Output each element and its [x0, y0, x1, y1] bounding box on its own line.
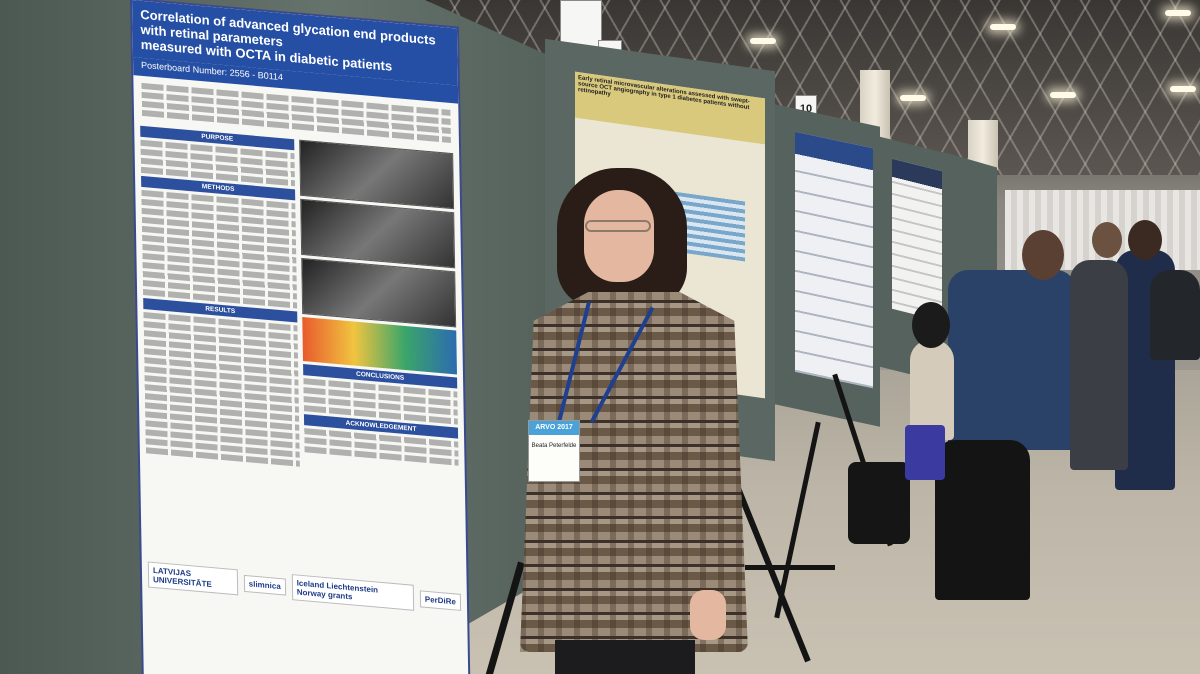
- logo-norway-grants: Iceland Liechtenstein Norway grants: [291, 574, 415, 611]
- attendee-backpack: [1150, 270, 1200, 360]
- attendee-head: [1022, 230, 1064, 280]
- attendee-head: [1128, 220, 1162, 260]
- presenter-face: [584, 190, 654, 282]
- poster-logos: LATVIJAS UNIVERSITĀTE slimnica Iceland L…: [147, 561, 462, 614]
- poster-columns: PURPOSE METHODS RESULTS CONCLUSIONS A: [134, 122, 465, 484]
- poster-third: [795, 131, 873, 389]
- tote-bag: [905, 425, 945, 480]
- attendee-blue-shirt: [948, 270, 1076, 450]
- ceiling-light: [1170, 86, 1196, 92]
- ceiling-light: [900, 95, 926, 101]
- logo-perdire: PerDiRe: [419, 589, 462, 611]
- poster-figure-octa: [301, 257, 457, 328]
- logo-slimnica: slimnica: [243, 574, 286, 596]
- name-badge: ARVO 2017 Beata Peterfelde: [528, 420, 580, 482]
- black-backpack-on-floor: [848, 462, 910, 544]
- badge-name: Beata Peterfelde: [531, 443, 577, 449]
- poster-figure-octa: [299, 139, 455, 210]
- ceiling-light: [1165, 10, 1191, 16]
- poster-far: [892, 158, 942, 322]
- attendee-head: [1092, 222, 1122, 258]
- ceiling-light: [750, 38, 776, 44]
- attendee-head: [912, 302, 950, 348]
- glasses-icon: [585, 220, 651, 232]
- presenter-trousers: [555, 640, 695, 674]
- poster-figure-octa: [300, 198, 456, 269]
- presenter-hand: [690, 590, 726, 640]
- attendee-trousers: [935, 440, 1030, 600]
- poster-left-column: PURPOSE METHODS RESULTS: [140, 123, 300, 470]
- poster-stand-base: [745, 565, 835, 570]
- poster-right-column: CONCLUSIONS ACKNOWLEDGEMENT: [299, 137, 459, 484]
- ceiling-light: [990, 24, 1016, 30]
- attendee-reading: [910, 340, 954, 440]
- attendee-grey: [1070, 260, 1128, 470]
- badge-event: ARVO 2017: [529, 421, 579, 435]
- poster-main: Correlation of advanced glycation end pr…: [132, 0, 469, 674]
- logo-university: LATVIJAS UNIVERSITĀTE: [147, 561, 238, 596]
- ceiling-light: [1050, 92, 1076, 98]
